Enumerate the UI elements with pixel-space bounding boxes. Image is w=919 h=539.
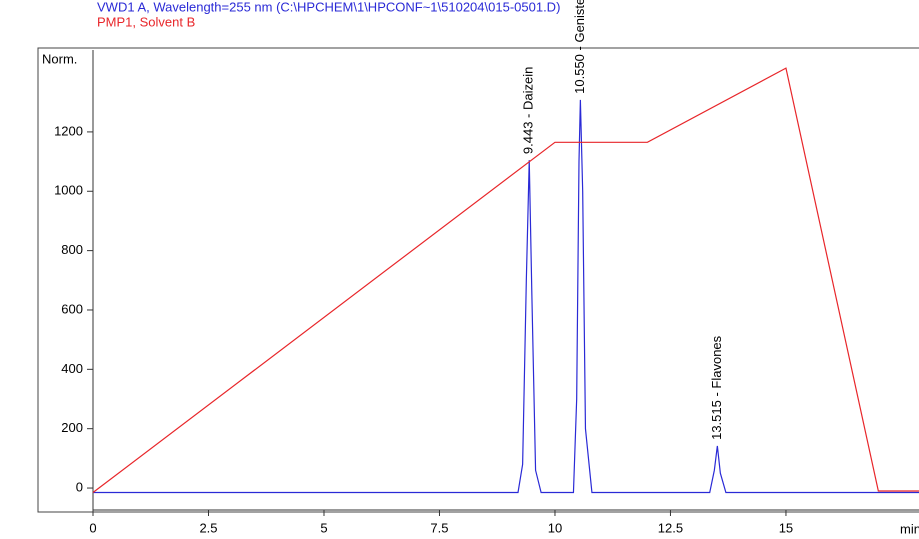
y-tick-label: 400 xyxy=(61,361,83,376)
x-tick-label: 5 xyxy=(320,520,327,535)
x-tick-label: 2.5 xyxy=(199,520,217,535)
y-tick-label: 1000 xyxy=(54,183,83,198)
chart: Norm. min 0 200 400 600 800 1000 1200 0 2.5 5 7.5 1… xyxy=(0,0,919,539)
trace xyxy=(93,100,919,493)
y-tick-label: 200 xyxy=(61,420,83,435)
y-tick-label: 800 xyxy=(61,242,83,257)
x-axis-label: min xyxy=(900,521,919,536)
series-header: VWD1 A, Wavelength=255 nm (C:\HPCHEM\1\H… xyxy=(97,0,560,14)
y-axis-label: Norm. xyxy=(42,51,77,66)
y-tick-label: 600 xyxy=(61,301,83,316)
peak-label: 13.515 - Flavones xyxy=(709,335,724,440)
plot-frame xyxy=(38,48,919,512)
x-tick-label: 12.5 xyxy=(658,520,683,535)
peak-label: 9.443 - Daizein xyxy=(521,67,536,154)
series-header: PMP1, Solvent B xyxy=(97,14,195,29)
y-tick-label: 1200 xyxy=(54,123,83,138)
x-tick-label: 0 xyxy=(89,520,96,535)
x-tick-label: 15 xyxy=(779,520,793,535)
page: {"chart_data": {"type": "line", "y_label… xyxy=(0,0,919,539)
y-tick-label: 0 xyxy=(76,479,83,494)
trace xyxy=(93,68,919,492)
x-tick-label: 10 xyxy=(548,520,562,535)
x-tick-label: 7.5 xyxy=(430,520,448,535)
peak-label: 10.550 - Genistein xyxy=(572,0,587,94)
